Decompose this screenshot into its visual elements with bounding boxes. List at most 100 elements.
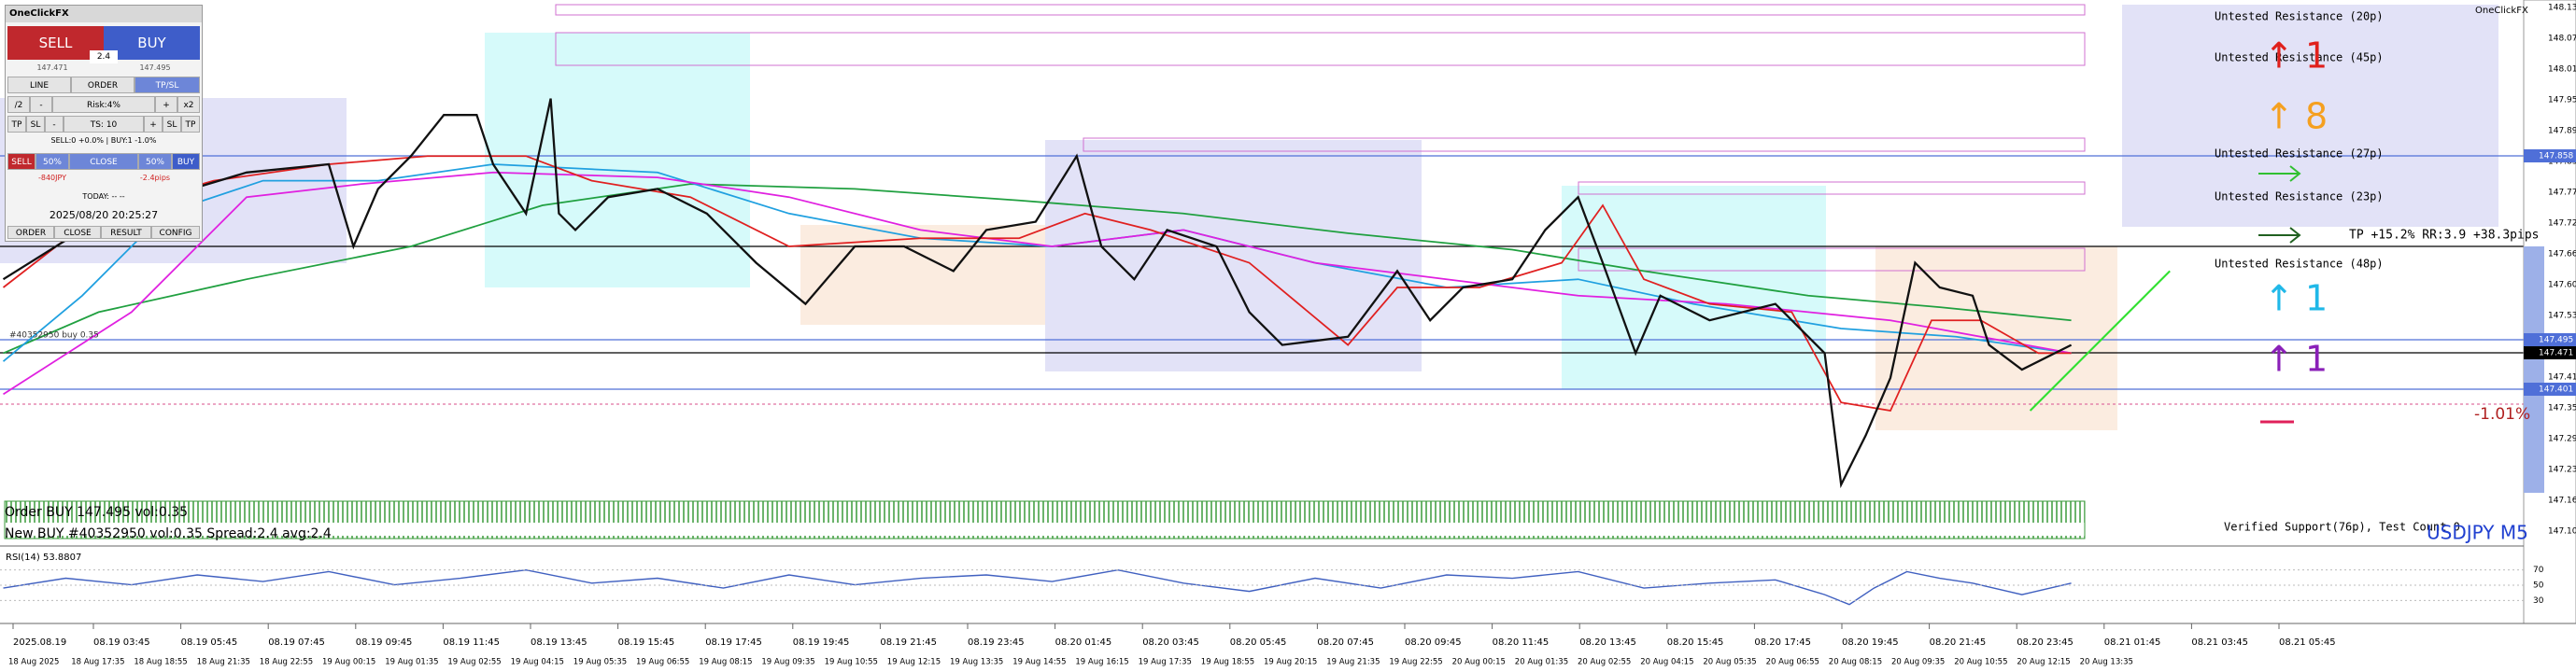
panel-button[interactable]: SL [26,116,45,133]
time-label-lower: 19 Aug 04:15 [511,658,564,667]
price-label: 148.135 [2548,4,2576,13]
panel-button[interactable]: - [30,96,52,113]
bid: 147.471 [36,63,68,72]
panel-button[interactable]: CLOSE [69,153,138,170]
price-label: 147.105 [2548,527,2576,537]
price-label: 147.165 [2548,497,2576,506]
time-label-lower: 19 Aug 22:55 [1389,658,1442,667]
bottom-tab-row: ORDER CLOSE RESULT CONFIG [7,226,200,239]
pips: -2.4pips [139,174,171,182]
price-marker-label: 147.471 [2539,349,2573,358]
price-marker-label: 147.401 [2539,385,2573,395]
panel-button[interactable]: x2 [177,96,200,113]
time-label-lower: 19 Aug 08:15 [699,658,752,667]
time-label: 08.20 11:45 [1493,637,1550,648]
time-label: 08.21 03:45 [2191,637,2248,648]
panel-button[interactable]: TP [7,116,26,133]
panel-button[interactable]: CONFIG [151,226,200,239]
panel-button[interactable]: TP [181,116,200,133]
time-label-lower: 19 Aug 13:35 [950,658,1003,667]
price-label: 147.895 [2548,127,2576,136]
buy-button[interactable]: BUY [104,26,200,60]
arrow-count: 8 [2305,96,2328,137]
time-label-lower: 20 Aug 13:35 [2080,658,2133,667]
time-label-lower: 19 Aug 20:15 [1264,658,1317,667]
time-label-lower: 20 Aug 12:15 [2017,658,2070,667]
panel-button[interactable]: ORDER [71,77,134,93]
price-axis-band [2524,246,2544,493]
price-marker [2524,149,2576,162]
time-label: 08.20 21:45 [1930,637,1987,648]
time-label: 08.20 15:45 [1667,637,1724,648]
time-label-lower: 20 Aug 06:55 [1766,658,1819,667]
time-label: 08.19 17:45 [705,637,762,648]
resistance-text: Untested Resistance (20p) [2215,10,2384,23]
time-label-lower: 20 Aug 04:15 [1640,658,1693,667]
panel-button[interactable]: /2 [7,96,30,113]
price-label: 148.075 [2548,35,2576,44]
time-label: 08.20 17:45 [1754,637,1811,648]
rsi-level-label: 50 [2533,581,2544,591]
datetime: 2025/08/20 20:25:27 [49,209,159,221]
order-text: Order BUY 147.495 vol:0.35 [5,505,188,520]
spread: 2.4 [90,50,118,63]
position-label: #40352950 buy 0.35 [9,331,99,341]
time-label-lower: 18 Aug 21:35 [197,658,250,667]
time-label: 08.20 01:45 [1055,637,1112,648]
time-label-lower: 19 Aug 02:55 [447,658,501,667]
panel-button[interactable]: + [155,96,177,113]
time-label-lower: 19 Aug 05:35 [573,658,627,667]
arrow: ↑ [2264,35,2294,77]
today: TODAY: -- -- [82,192,125,201]
volume [4,500,2086,539]
time-label-lower: 20 Aug 10:55 [1954,658,2007,667]
panel-button[interactable]: 50% [35,153,69,170]
time-label-lower: 19 Aug 10:55 [825,658,878,667]
resistance-text: Untested Resistance (45p) [2215,51,2384,64]
time-label: 08.19 03:45 [93,637,150,648]
panel-button[interactable]: Risk:4% [52,96,155,113]
price-label: 147.535 [2548,312,2576,321]
ask: 147.495 [139,63,171,72]
time-label: 08.19 15:45 [618,637,675,648]
sell-button[interactable]: SELL [7,26,104,60]
panel-button[interactable]: RESULT [101,226,151,239]
panel-button[interactable]: TS: 10 [64,116,144,133]
time-label: 08.20 23:45 [2017,637,2074,648]
support-text: Verified Support(76p), Test Count 0 [2224,521,2460,534]
loss-text: -1.01% [2474,405,2530,424]
time-label-lower: 19 Aug 06:55 [636,658,689,667]
resistance-text: Untested Resistance (23p) [2215,190,2384,203]
panel-button[interactable]: ORDER [7,226,54,239]
panel-button[interactable]: CLOSE [54,226,101,239]
time-label-lower: 20 Aug 02:55 [1578,658,1631,667]
risk-row: /2- Risk:4% + x2 [7,96,200,113]
panel-button[interactable]: SELL [7,153,35,170]
panel-button[interactable]: - [45,116,64,133]
panel-button[interactable]: BUY [172,153,200,170]
price-label: 147.720 [2548,219,2576,229]
panel-button[interactable]: LINE [7,77,71,93]
time-label-lower: 18 Aug 22:55 [260,658,313,667]
close-row: SELL 50% CLOSE 50% BUY [7,153,200,170]
time-label-lower: 19 Aug 18:55 [1201,658,1254,667]
price-marker [2524,346,2576,359]
price-marker [2524,333,2576,346]
panel-button[interactable]: + [144,116,163,133]
time-label: 08.19 05:45 [181,637,238,648]
time-label: 08.20 19:45 [1842,637,1899,648]
time-label: 08.19 11:45 [443,637,500,648]
price-label: 147.290 [2548,435,2576,444]
time-label-lower: 19 Aug 17:35 [1139,658,1192,667]
panel-button[interactable]: SL [163,116,181,133]
time-label: 08.20 13:45 [1579,637,1636,648]
time-label: 08.19 07:45 [268,637,325,648]
price-marker-label: 147.495 [2539,336,2573,345]
panel-button[interactable]: TP/SL [134,77,200,93]
new-order-text: New BUY #40352950 vol:0.35 Spread:2.4 av… [5,526,332,541]
time-label: 2025.08.19 [13,637,66,648]
resistance-text: Untested Resistance (48p) [2215,258,2384,271]
price-label: 147.415 [2548,373,2576,383]
panel-button[interactable]: 50% [138,153,172,170]
time-label-lower: 20 Aug 08:15 [1829,658,1882,667]
